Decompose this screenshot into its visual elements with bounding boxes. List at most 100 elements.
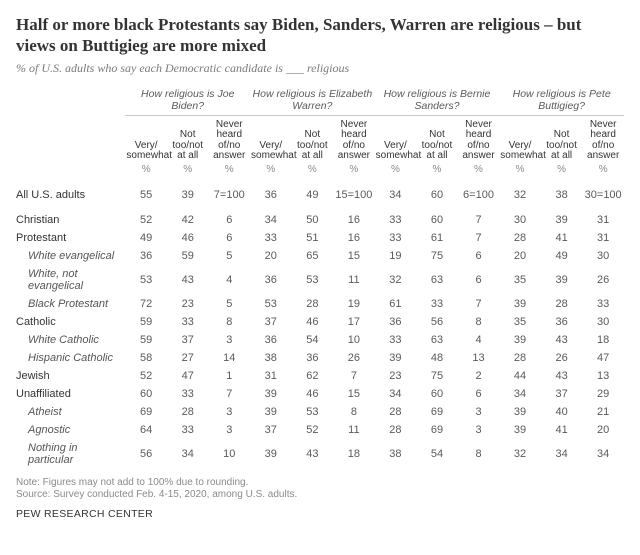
cell-value: 6 [458,265,500,295]
cell-value: 50 [292,204,334,229]
cell-value: 53 [125,265,167,295]
cell-value: 48 [416,349,458,367]
cell-value: 6 [208,229,250,247]
cell-value: 7 [333,367,375,385]
cell-value: 17 [333,313,375,331]
row-label: All U.S. adults [16,179,125,204]
table-body: All U.S. adults55397=100364915=10034606=… [16,179,624,469]
cell-value: 64 [125,421,167,439]
row-label: Protestant [16,229,125,247]
cell-value: 59 [167,247,209,265]
cell-value: 33 [375,204,417,229]
cell-value: 31 [582,204,624,229]
cell-value: 41 [541,421,583,439]
cell-value: 65 [292,247,334,265]
cell-value: 37 [250,421,292,439]
cell-value: 49 [125,229,167,247]
cell-value: 7 [458,229,500,247]
cell-value: 43 [292,439,334,469]
cell-value: 30=100 [582,179,624,204]
pct-symbol: % [292,164,334,179]
cell-value: 51 [292,229,334,247]
data-table: How religious is Joe Biden? How religiou… [16,86,624,469]
cell-value: 52 [292,421,334,439]
cell-value: 30 [582,247,624,265]
cell-value: 63 [416,265,458,295]
cell-value: 23 [167,295,209,313]
cell-value: 34 [375,385,417,403]
cell-value: 60 [125,385,167,403]
cell-value: 11 [333,265,375,295]
cell-value: 43 [167,265,209,295]
cell-value: 36 [250,179,292,204]
cell-value: 7=100 [208,179,250,204]
cell-value: 59 [125,331,167,349]
pct-symbol: % [499,164,541,179]
cell-value: 56 [125,439,167,469]
cell-value: 3 [208,421,250,439]
cell-value: 26 [541,349,583,367]
cell-value: 37 [167,331,209,349]
cell-value: 13 [582,367,624,385]
cell-value: 34 [167,439,209,469]
row-label: Jewish [16,367,125,385]
cell-value: 3 [458,403,500,421]
cell-value: 26 [582,265,624,295]
col-subhead: Never heard of/no answer [458,115,500,164]
cell-value: 58 [125,349,167,367]
cell-value: 40 [541,403,583,421]
cell-value: 39 [167,179,209,204]
row-label: Nothing in particular [16,439,125,469]
col-subhead: Very/ somewhat [499,115,541,164]
cell-value: 39 [541,204,583,229]
cell-value: 69 [416,403,458,421]
row-label: White evangelical [16,247,125,265]
cell-value: 2 [458,367,500,385]
cell-value: 62 [292,367,334,385]
cell-value: 33 [416,295,458,313]
cell-value: 20 [499,247,541,265]
cell-value: 39 [499,421,541,439]
cell-value: 33 [375,229,417,247]
cell-value: 7 [458,295,500,313]
cell-value: 52 [125,204,167,229]
cell-value: 39 [499,403,541,421]
cell-value: 49 [292,179,334,204]
cell-value: 34 [499,385,541,403]
cell-value: 35 [499,313,541,331]
cell-value: 39 [499,331,541,349]
cell-value: 36 [541,313,583,331]
cell-value: 39 [375,349,417,367]
cell-value: 61 [416,229,458,247]
cell-value: 15 [333,385,375,403]
cell-value: 28 [375,421,417,439]
percent-symbol-row: % % % % % % % % % % % % [16,164,624,179]
cell-value: 75 [416,367,458,385]
cell-value: 34 [375,179,417,204]
cell-value: 75 [416,247,458,265]
cell-value: 36 [375,313,417,331]
col-subhead: Not too/not at all [167,115,209,164]
row-label: White Catholic [16,331,125,349]
cell-value: 8 [458,439,500,469]
col-subhead: Never heard of/no answer [333,115,375,164]
cell-value: 18 [333,439,375,469]
cell-value: 4 [458,331,500,349]
cell-value: 33 [250,229,292,247]
cell-value: 19 [375,247,417,265]
cell-value: 29 [582,385,624,403]
cell-value: 54 [416,439,458,469]
cell-value: 8 [208,313,250,331]
table-row: Catholic5933837461736568353630 [16,313,624,331]
cell-value: 1 [208,367,250,385]
cell-value: 6=100 [458,179,500,204]
pct-symbol: % [125,164,167,179]
table-row: Nothing in particular5634103943183854832… [16,439,624,469]
table-row: Hispanic Catholic58271438362639481328264… [16,349,624,367]
cell-value: 44 [499,367,541,385]
cell-value: 6 [458,385,500,403]
pct-symbol: % [208,164,250,179]
cell-value: 60 [416,179,458,204]
table-row: Unaffiliated6033739461534606343729 [16,385,624,403]
cell-value: 35 [499,265,541,295]
